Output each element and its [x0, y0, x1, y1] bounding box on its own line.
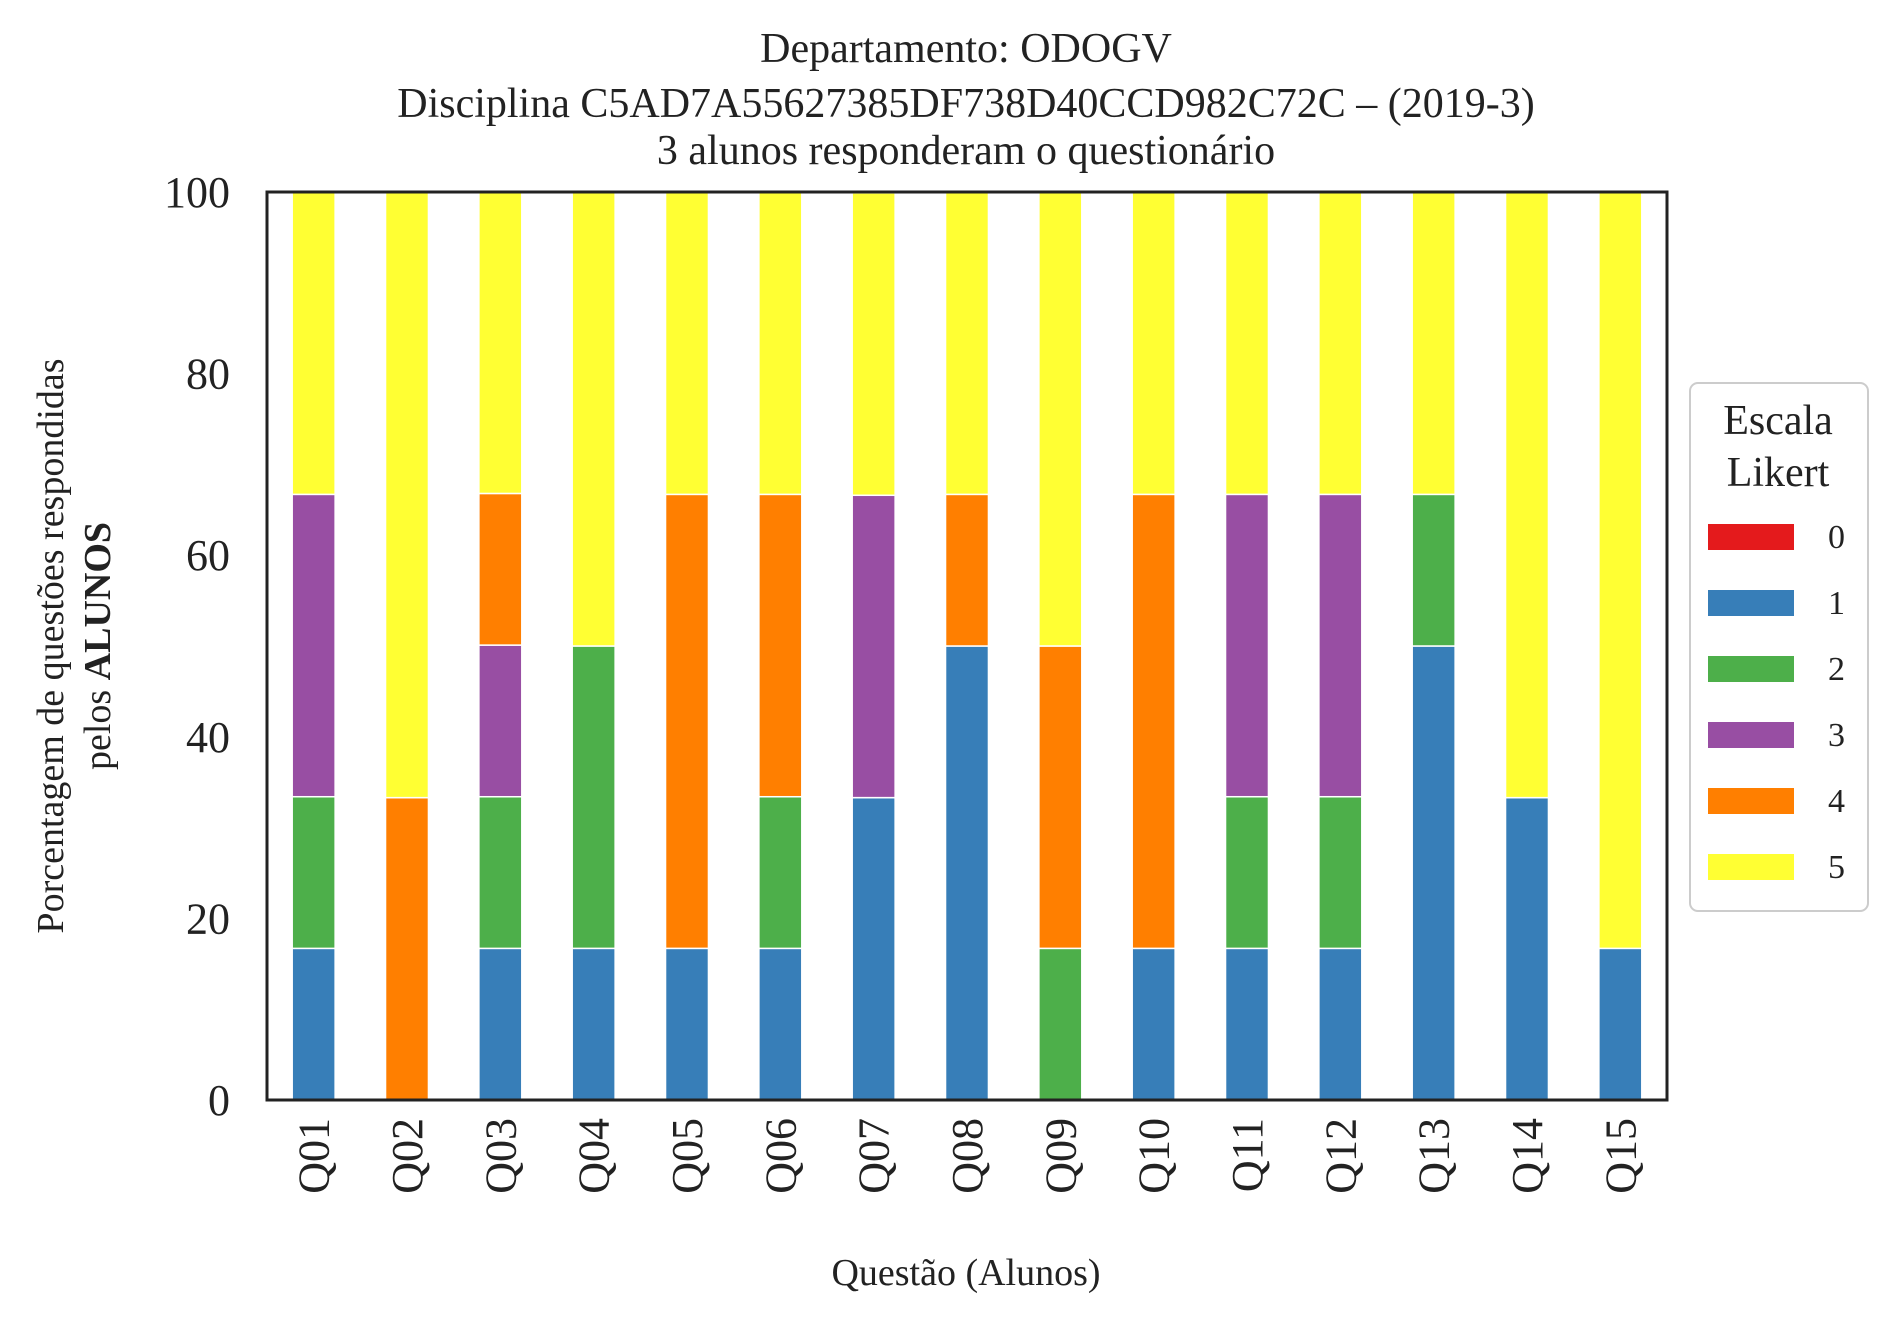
bar-segment-q06-likert-2	[758, 795, 803, 950]
x-axis-label: Questão (Alunos)	[831, 1252, 1100, 1294]
y-tick-label: 60	[186, 531, 230, 580]
bar-segment-q08-likert-1	[944, 645, 990, 1101]
bar-segment-q01-likert-3	[291, 493, 336, 798]
x-tick-label-q02: Q02	[383, 1118, 432, 1194]
legend-swatch-5	[1708, 854, 1794, 880]
bar-segment-q04-likert-5	[571, 191, 616, 647]
bar-segment-q03-likert-5	[478, 190, 523, 495]
x-tick-label-q05: Q05	[663, 1118, 712, 1194]
bars-layer	[291, 190, 1643, 1101]
legend-label-3: 3	[1828, 717, 1845, 754]
x-tick-label-q04: Q04	[570, 1118, 619, 1194]
bar-segment-q13-likert-5	[1411, 191, 1456, 496]
y-axis-label-line-1: Porcentagem de questões respondidas	[30, 358, 72, 933]
y-tick-label: 100	[164, 168, 230, 217]
bar-segment-q04-likert-1	[571, 947, 616, 1101]
bar-segment-q09-likert-5	[1038, 191, 1083, 647]
bar-segment-q12-likert-2	[1318, 795, 1363, 950]
bar-segment-q13-likert-1	[1411, 645, 1456, 1101]
bar-segment-q12-likert-5	[1318, 191, 1363, 496]
bar-segment-q11-likert-5	[1224, 191, 1270, 496]
bar-segment-q09-likert-4	[1038, 645, 1083, 950]
legend-title-line-1: Escala	[1723, 398, 1833, 444]
y-ticks: 0 20 40 60 80 100	[164, 168, 230, 1125]
x-tick-label-q11: Q11	[1223, 1118, 1272, 1192]
bar-segment-q02-likert-4	[384, 796, 430, 1101]
plot-frame	[265, 190, 1669, 1102]
y-tick-label: 0	[208, 1076, 230, 1125]
bar-segment-q11-likert-2	[1224, 795, 1270, 950]
x-tick-label-q07: Q07	[850, 1118, 899, 1194]
bar-segment-q03-likert-4	[478, 492, 523, 646]
legend-swatch-3	[1708, 722, 1794, 748]
bar-segment-q06-likert-5	[758, 191, 803, 496]
bar-segment-q03-likert-2	[478, 795, 523, 950]
bar-segment-q07-likert-3	[851, 494, 896, 799]
legend-swatch-1	[1708, 590, 1794, 616]
y-tick-label: 40	[186, 713, 230, 762]
bar-segment-q10-likert-1	[1131, 947, 1176, 1101]
bar-segment-q10-likert-5	[1131, 191, 1176, 496]
bar-segment-q03-likert-3	[478, 644, 523, 798]
bar-segment-q11-likert-3	[1224, 493, 1270, 798]
x-tick-label-q09: Q09	[1036, 1118, 1085, 1194]
legend-swatch-0	[1708, 524, 1794, 550]
legend-label-4: 4	[1828, 783, 1845, 820]
bar-segment-q06-likert-1	[758, 947, 803, 1101]
chart-title-line-3: 3 alunos responderam o questionário	[657, 128, 1275, 174]
x-tick-label-q01: Q01	[290, 1118, 339, 1194]
y-axis-label-line-2: pelos ALUNOS	[77, 522, 119, 770]
bar-segment-q15-likert-5	[1598, 191, 1643, 950]
y-tick-label: 20	[186, 894, 230, 943]
bar-segment-q15-likert-1	[1598, 947, 1643, 1101]
bar-segment-q10-likert-4	[1131, 493, 1176, 950]
y-axis-label-bold: ALUNOS	[77, 522, 119, 680]
bar-segment-q02-likert-5	[384, 191, 430, 799]
bar-segment-q14-likert-1	[1504, 796, 1550, 1101]
bar-segment-q12-likert-1	[1318, 947, 1363, 1101]
bar-segment-q11-likert-1	[1224, 947, 1270, 1101]
legend-swatch-4	[1708, 788, 1794, 814]
bar-segment-q13-likert-2	[1411, 493, 1456, 647]
chart-title-line-1: Departamento: ODOGV	[760, 26, 1172, 72]
x-tick-label-q08: Q08	[943, 1118, 992, 1194]
legend-frame	[1689, 382, 1869, 912]
bar-segment-q07-likert-1	[851, 796, 896, 1101]
y-axis-label-prefix: pelos	[77, 680, 119, 770]
x-tick-label-q06: Q06	[756, 1118, 805, 1194]
x-tick-label-q03: Q03	[476, 1118, 525, 1194]
chart-title-line-2: Disciplina C5AD7A55627385DF738D40CCD982C…	[397, 81, 1535, 127]
legend-swatch-2	[1708, 656, 1794, 682]
legend-label-2: 2	[1828, 651, 1845, 688]
bar-segment-q01-likert-1	[291, 947, 336, 1101]
bar-segment-q01-likert-2	[291, 795, 336, 950]
bar-segment-q05-likert-1	[664, 947, 710, 1101]
legend-label-1: 1	[1828, 585, 1845, 622]
x-tick-label-q15: Q15	[1596, 1118, 1645, 1194]
x-ticks: Q01 Q02 Q03 Q04 Q05 Q06 Q07 Q08 Q09 Q10 Q11 Q12 Q13 Q…	[290, 1118, 1646, 1194]
x-tick-label-q10: Q10	[1130, 1118, 1179, 1194]
legend-label-0: 0	[1828, 519, 1845, 556]
legend-label-5: 5	[1828, 849, 1845, 886]
x-tick-label-q14: Q14	[1503, 1118, 1552, 1194]
legend-title-line-2: Likert	[1727, 450, 1830, 496]
bar-segment-q08-likert-4	[944, 493, 990, 647]
bar-segment-q03-likert-1	[478, 947, 523, 1101]
bar-segment-q05-likert-4	[664, 493, 710, 950]
x-tick-label-q13: Q13	[1410, 1118, 1459, 1194]
bar-segment-q14-likert-5	[1504, 191, 1550, 799]
bar-segment-q09-likert-2	[1038, 947, 1083, 1101]
x-tick-label-q12: Q12	[1316, 1118, 1365, 1194]
bar-segment-q04-likert-2	[571, 645, 616, 950]
y-tick-label: 80	[186, 350, 230, 399]
bar-segment-q06-likert-4	[758, 493, 803, 798]
bar-segment-q07-likert-5	[851, 192, 896, 497]
bar-segment-q01-likert-5	[291, 191, 336, 496]
legend-items: 0 1 2 3 4 5	[1708, 519, 1845, 886]
bar-segment-q05-likert-5	[664, 191, 710, 496]
legend: Escala Likert 0 1 2 3 4 5	[1689, 382, 1869, 912]
bar-segment-q08-likert-5	[944, 191, 990, 496]
bar-segment-q12-likert-3	[1318, 493, 1363, 798]
